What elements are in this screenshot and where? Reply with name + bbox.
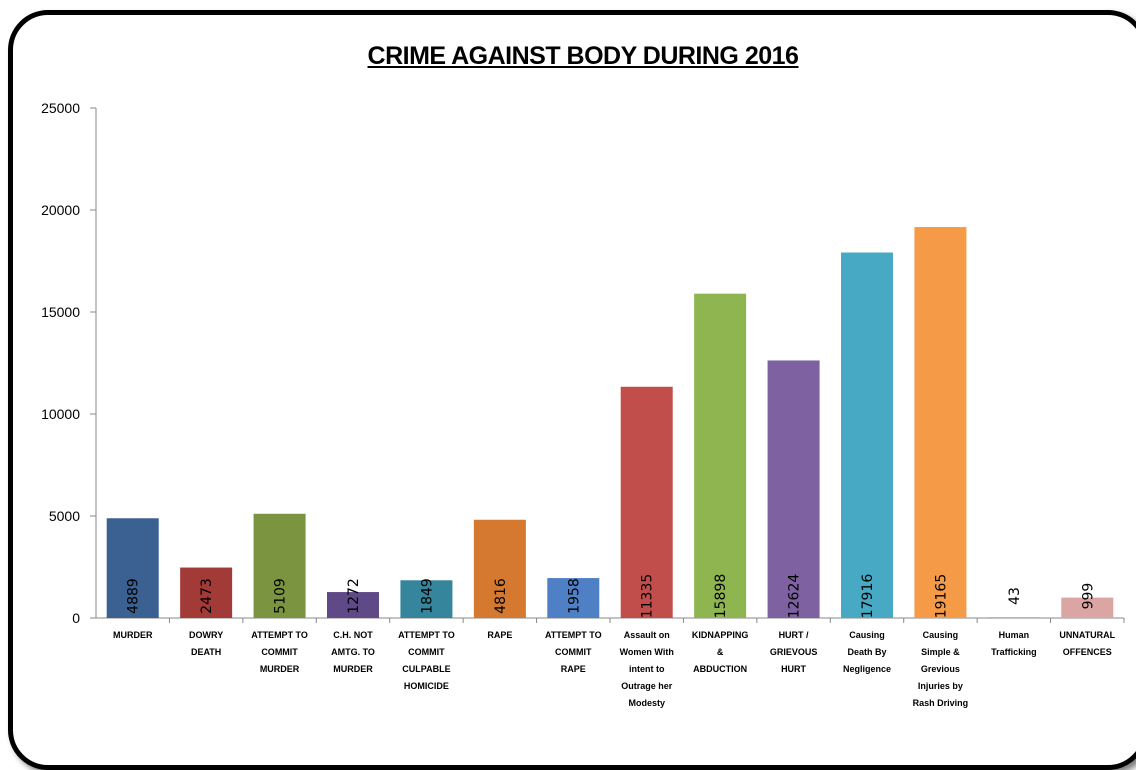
bar	[987, 617, 1040, 618]
data-label: 1849	[419, 578, 435, 614]
x-tick-label: ATTEMPT TO COMMIT RAPE	[545, 630, 602, 674]
data-label: 17916	[860, 574, 876, 619]
x-tick-label: Causing Death By Negligence	[843, 630, 891, 674]
bar	[620, 386, 673, 618]
y-tick-label: 5000	[49, 508, 80, 524]
data-label: 999	[1080, 583, 1096, 610]
y-tick-label: 0	[72, 610, 80, 626]
data-label: 1958	[566, 578, 582, 614]
y-tick-label: 10000	[41, 406, 80, 422]
x-tick-label: ATTEMPT TO COMMIT CULPABLE HOMICIDE	[398, 630, 455, 691]
data-label: 11335	[640, 574, 656, 619]
bar	[180, 567, 233, 618]
x-tick-label: Causing Simple & Grevious Injuries by Rash D…	[913, 630, 969, 708]
x-tick-label: HURT / GRIEVOUS HURT	[770, 630, 818, 674]
bar	[767, 360, 820, 618]
y-tick-label: 25000	[41, 100, 80, 116]
bar	[473, 519, 526, 618]
chart-title: CRIME AGAINST BODY DURING 2016	[367, 42, 799, 70]
x-tick-label: ATTEMPT TO COMMIT MURDER	[251, 630, 308, 674]
data-label: 1272	[346, 578, 362, 614]
bar	[1061, 597, 1114, 618]
x-tick-label: KIDNAPPING & ABDUCTION	[692, 630, 749, 674]
x-tick-label: Assault on Women With intent to Outrage her…	[620, 630, 674, 708]
x-tick-label: Human Trafficking	[991, 630, 1037, 657]
x-tick-label: UNNATURAL OFFENCES	[1059, 630, 1115, 657]
x-tick-label: RAPE	[487, 630, 512, 640]
bar	[327, 592, 379, 618]
bar	[106, 518, 159, 618]
data-label: 15898	[713, 574, 729, 619]
bar	[914, 227, 967, 618]
data-label: 2473	[199, 578, 215, 614]
data-label: 4816	[493, 578, 509, 614]
y-tick-label: 20000	[41, 202, 80, 218]
chart-frame: CRIME AGAINST BODY DURING 2016 0 5000 1000…	[8, 10, 1136, 770]
x-tick-label: DOWRY DEATH	[189, 630, 223, 657]
y-tick-label: 15000	[41, 304, 80, 320]
data-label: 19165	[933, 574, 949, 619]
data-label: 5109	[273, 578, 289, 614]
data-label: 12624	[787, 574, 803, 619]
x-tick-label: C.H. NOT AMTG. TO MURDER	[331, 630, 375, 674]
bar	[547, 578, 600, 618]
data-label: 4889	[126, 578, 142, 614]
bar	[400, 580, 453, 618]
data-label: 43	[1007, 587, 1023, 605]
bar-chart: 0 5000 10000 15000 20000 25000 4889 MURDER 2473 D…	[41, 100, 1125, 708]
x-tick-label: MURDER	[113, 630, 153, 640]
bar	[841, 252, 893, 618]
bar	[694, 293, 747, 618]
bar	[253, 513, 306, 618]
